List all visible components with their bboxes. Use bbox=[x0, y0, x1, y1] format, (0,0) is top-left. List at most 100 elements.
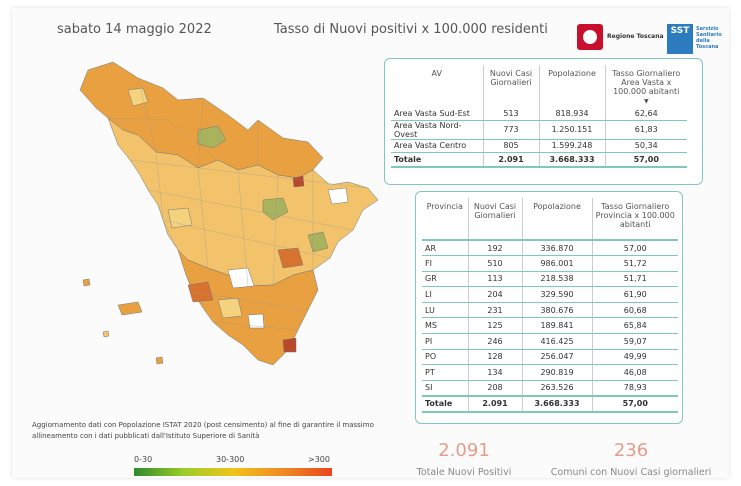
av-casi: 805 bbox=[482, 139, 539, 153]
av-total-pop: 3.668.333 bbox=[538, 152, 605, 168]
table-row[interactable]: LU 231 380.676 60,68 bbox=[422, 302, 678, 319]
map-area-very-high-1[interactable] bbox=[292, 175, 305, 188]
map-area-low-3[interactable] bbox=[217, 297, 243, 319]
prov-pop: 189.841 bbox=[521, 317, 592, 335]
regione-toscana-label: Regione Toscana bbox=[607, 33, 664, 40]
legend-label-low: 0-30 bbox=[134, 455, 153, 464]
prov-casi: 208 bbox=[467, 380, 522, 397]
av-pop-col-header[interactable]: Popolazione bbox=[538, 65, 605, 107]
table-row[interactable]: MS 125 189.841 65,84 bbox=[422, 317, 678, 335]
table-row[interactable]: LI 204 329.590 61,90 bbox=[422, 286, 678, 303]
sst-logo: SST Servizio Sanitario della Toscana bbox=[667, 24, 727, 56]
prov-col-header[interactable]: Provincia bbox=[426, 202, 463, 211]
prov-pop-col-header[interactable]: Popolazione bbox=[521, 198, 592, 240]
regione-toscana-logo: Regione Toscana bbox=[577, 22, 664, 52]
footnote: Aggiornamento dati con Popolazione ISTAT… bbox=[32, 421, 374, 440]
map-municipal-borders bbox=[107, 77, 369, 331]
prov-tasso: 59,07 bbox=[591, 333, 678, 350]
map-area-green-1[interactable] bbox=[197, 125, 227, 149]
av-total-casi: 2.091 bbox=[482, 152, 539, 168]
table-row[interactable]: SI 208 263.526 78,93 bbox=[422, 380, 678, 397]
sort-desc-icon[interactable]: ▼ bbox=[643, 98, 649, 105]
table-row[interactable]: FI 510 986.001 51,72 bbox=[422, 255, 678, 272]
prov-name: PI bbox=[422, 333, 468, 350]
table-row[interactable]: Area Vasta Nord-Ovest 773 1.250.151 61,8… bbox=[391, 120, 687, 140]
map-area-low-2[interactable] bbox=[167, 207, 193, 229]
prov-name: SI bbox=[422, 380, 468, 397]
table-row[interactable]: PT 134 290.819 46,08 bbox=[422, 364, 678, 381]
av-casi: 513 bbox=[482, 107, 539, 121]
map-island-pianosa[interactable] bbox=[102, 330, 110, 338]
map-island-giglio[interactable] bbox=[155, 356, 164, 365]
av-tasso: 62,64 bbox=[604, 107, 687, 121]
kpi-value: 2.091 bbox=[438, 440, 490, 461]
prov-total-label: Totale bbox=[422, 394, 468, 413]
prov-casi-col-header[interactable]: Nuovi Casi Giornalieri bbox=[467, 198, 522, 240]
av-tasso-header-label: Tasso Giornaliero Area Vasta x 100.000 a… bbox=[612, 69, 681, 96]
table-row[interactable]: PO 128 256.047 49,99 bbox=[422, 349, 678, 366]
prov-name: GR bbox=[422, 271, 468, 288]
provincia-panel: Provincia Nuovi Casi Giornalieri Popolaz… bbox=[415, 191, 683, 424]
pegasus-crest-icon bbox=[577, 24, 603, 50]
prov-name: FI bbox=[422, 255, 468, 272]
prov-casi: 246 bbox=[467, 333, 522, 350]
prov-casi: 113 bbox=[467, 271, 522, 288]
prov-total-pop: 3.668.333 bbox=[521, 394, 592, 413]
prov-tasso: 65,84 bbox=[591, 317, 678, 335]
kpi-comuni: 236 Comuni con Nuovi Casi giornalieri bbox=[550, 440, 712, 478]
map-area-low-1[interactable] bbox=[127, 87, 149, 107]
map-area-empty-1[interactable] bbox=[227, 267, 255, 289]
prov-casi: 128 bbox=[467, 349, 522, 366]
prov-tasso: 51,71 bbox=[591, 271, 678, 288]
kpi-label: Totale Nuovi Positivi bbox=[416, 467, 512, 478]
prov-name: MS bbox=[422, 317, 468, 335]
table-row[interactable]: Area Vasta Centro 805 1.599.248 50,34 bbox=[391, 139, 687, 153]
prov-tasso: 51,72 bbox=[591, 255, 678, 272]
prov-pop: 986.001 bbox=[521, 255, 592, 272]
prov-tasso-col-header[interactable]: Tasso Giornaliero Provincia x 100.000 ab… bbox=[591, 198, 678, 240]
av-pop: 818.934 bbox=[538, 107, 605, 121]
tuscany-map[interactable] bbox=[68, 60, 388, 380]
av-name: Area Vasta Centro bbox=[391, 139, 483, 153]
kpi-value: 236 bbox=[613, 440, 649, 461]
table-row[interactable]: GR 113 218.538 51,71 bbox=[422, 271, 678, 288]
map-area-empty-3[interactable] bbox=[247, 313, 265, 329]
legend-label-high: >300 bbox=[308, 455, 330, 464]
av-pop: 1.599.248 bbox=[538, 139, 605, 153]
map-island-elba[interactable] bbox=[117, 301, 143, 316]
legend-label-mid: 30-300 bbox=[216, 455, 245, 464]
prov-name: AR bbox=[422, 239, 468, 257]
prov-casi: 192 bbox=[467, 239, 522, 257]
map-area-high-1[interactable] bbox=[277, 247, 304, 269]
prov-casi: 510 bbox=[467, 255, 522, 272]
av-tasso: 61,83 bbox=[604, 120, 687, 140]
map-area-very-high-2[interactable] bbox=[282, 337, 297, 353]
map-area-high-2[interactable] bbox=[187, 281, 214, 303]
prov-pop: 256.047 bbox=[521, 349, 592, 366]
prov-name: PT bbox=[422, 364, 468, 381]
color-scale-legend bbox=[134, 468, 332, 476]
legend-labels: 0-30 30-300 >300 bbox=[134, 455, 332, 465]
prov-tasso: 61,90 bbox=[591, 286, 678, 303]
prov-tasso: 49,99 bbox=[591, 349, 678, 366]
av-col-header[interactable]: AV bbox=[431, 69, 442, 78]
prov-pop: 329.590 bbox=[521, 286, 592, 303]
prov-casi: 125 bbox=[467, 317, 522, 335]
prov-pop: 380.676 bbox=[521, 302, 592, 319]
map-area-empty-2[interactable] bbox=[327, 187, 349, 205]
table-row[interactable]: PI 246 416.425 59,07 bbox=[422, 333, 678, 350]
av-casi-col-header[interactable]: Nuovi Casi Giornalieri bbox=[482, 65, 539, 107]
table-row[interactable]: AR 192 336.870 57,00 bbox=[422, 239, 678, 257]
table-row[interactable]: Area Vasta Sud-Est 513 818.934 62,64 bbox=[391, 107, 687, 121]
prov-name: PO bbox=[422, 349, 468, 366]
prov-pop: 263.526 bbox=[521, 380, 592, 397]
sst-subtitle: Servizio Sanitario della Toscana bbox=[696, 26, 722, 50]
prov-tasso: 57,00 bbox=[591, 239, 678, 257]
av-total-label: Totale bbox=[391, 152, 483, 168]
prov-pop: 416.425 bbox=[521, 333, 592, 350]
map-island-capraia[interactable] bbox=[82, 278, 91, 287]
area-vasta-panel: AV Nuovi Casi Giornalieri Popolazione Ta… bbox=[384, 58, 703, 185]
page-title: Tasso di Nuovi positivi x 100.000 reside… bbox=[274, 22, 548, 37]
av-name: Area Vasta Sud-Est bbox=[391, 107, 483, 121]
av-tasso-col-header[interactable]: Tasso Giornaliero Area Vasta x 100.000 a… bbox=[604, 65, 687, 107]
